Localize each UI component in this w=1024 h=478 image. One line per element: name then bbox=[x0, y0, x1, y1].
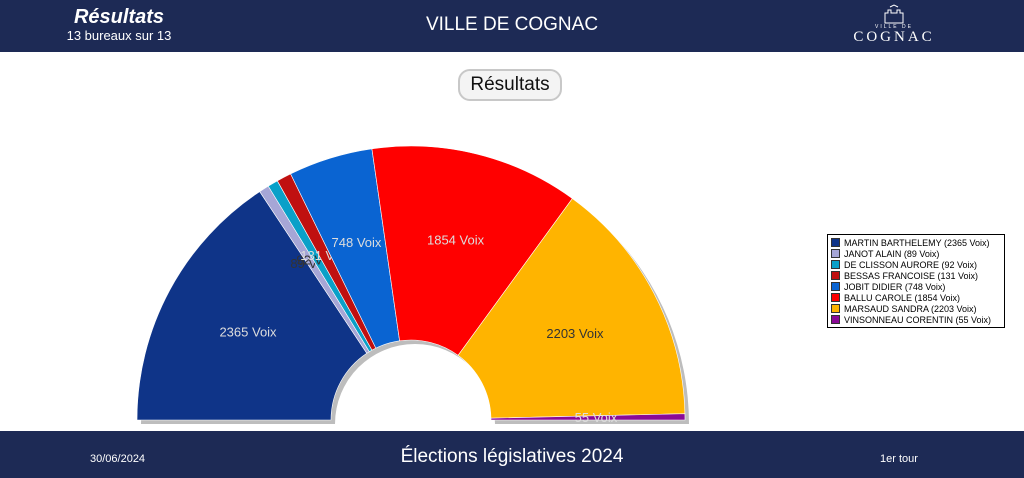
slice-label: 1854 Voix bbox=[427, 232, 485, 247]
legend-swatch bbox=[831, 271, 840, 280]
legend-item[interactable]: DE CLISSON AURORE (92 Voix) bbox=[831, 259, 1001, 270]
castle-icon bbox=[884, 4, 904, 24]
chart-legend: MARTIN BARTHELEMY (2365 Voix) JANOT ALAIN… bbox=[827, 234, 1005, 328]
footer-bar: 30/06/2024 Élections législatives 2024 1… bbox=[0, 431, 1024, 478]
legend-item[interactable]: JOBIT DIDIER (748 Voix) bbox=[831, 281, 1001, 292]
legend-swatch bbox=[831, 315, 840, 324]
legend-item[interactable]: VINSONNEAU CORENTIN (55 Voix) bbox=[831, 314, 1001, 325]
header-title: Résultats bbox=[73, 6, 165, 28]
logo-text: COGNAC bbox=[853, 29, 935, 45]
results-summary: Résultats 13 bureaux sur 13 bbox=[44, 6, 194, 44]
slice-marsaud-sandra[interactable] bbox=[457, 198, 686, 419]
election-title: Élections législatives 2024 bbox=[400, 446, 624, 467]
slice-ballu-carole[interactable] bbox=[371, 145, 573, 356]
logo-small-text: VILLE DE bbox=[875, 24, 913, 30]
city-name: VILLE DE COGNAC bbox=[425, 14, 599, 35]
legend-item[interactable]: MARTIN BARTHELEMY (2365 Voix) bbox=[831, 237, 1001, 248]
legend-swatch bbox=[831, 249, 840, 258]
legend-item[interactable]: MARSAUD SANDRA (2203 Voix) bbox=[831, 303, 1001, 314]
cognac-logo: VILLE DE COGNAC bbox=[846, 4, 942, 46]
legend-label: MARTIN BARTHELEMY (2365 Voix) bbox=[844, 237, 990, 248]
legend-label: BALLU CAROLE (1854 Voix) bbox=[844, 292, 961, 303]
legend-swatch bbox=[831, 304, 840, 313]
legend-label: JOBIT DIDIER (748 Voix) bbox=[844, 281, 946, 292]
legend-label: VINSONNEAU CORENTIN (55 Voix) bbox=[844, 314, 992, 325]
slice-label: 2365 Voix bbox=[219, 324, 277, 339]
legend-item[interactable]: JANOT ALAIN (89 Voix) bbox=[831, 248, 1001, 259]
slice-label: 748 Voix bbox=[332, 235, 382, 250]
legend-swatch bbox=[831, 293, 840, 302]
header-bar: Résultats 13 bureaux sur 13 VILLE DE COG… bbox=[0, 0, 1024, 52]
legend-label: BESSAS FRANCOISE (131 Voix) bbox=[844, 270, 979, 281]
election-date: 30/06/2024 bbox=[90, 453, 146, 465]
legend-swatch bbox=[831, 238, 840, 247]
header-subtitle: 13 bureaux sur 13 bbox=[66, 28, 172, 43]
election-round: 1er tour bbox=[880, 453, 918, 465]
slice-martin-barthelemy[interactable] bbox=[136, 191, 368, 421]
legend-item[interactable]: BESSAS FRANCOISE (131 Voix) bbox=[831, 270, 1001, 281]
slice-label: 2203 Voix bbox=[546, 326, 604, 341]
chart-area: Résultats 2365 Voix 89 Voix 92 Voix 131 Voi… bbox=[0, 52, 1024, 431]
legend-label: JANOT ALAIN (89 Voix) bbox=[844, 248, 940, 259]
legend-item[interactable]: BALLU CAROLE (1854 Voix) bbox=[831, 292, 1001, 303]
slice-label: 55 Voix bbox=[575, 410, 618, 425]
legend-swatch bbox=[831, 282, 840, 291]
chart-title: Résultats bbox=[458, 69, 562, 101]
legend-label: DE CLISSON AURORE (92 Voix) bbox=[844, 259, 978, 270]
legend-swatch bbox=[831, 260, 840, 269]
slice-vinsonneau-corentin[interactable] bbox=[490, 413, 686, 421]
legend-label: MARSAUD SANDRA (2203 Voix) bbox=[844, 303, 977, 314]
